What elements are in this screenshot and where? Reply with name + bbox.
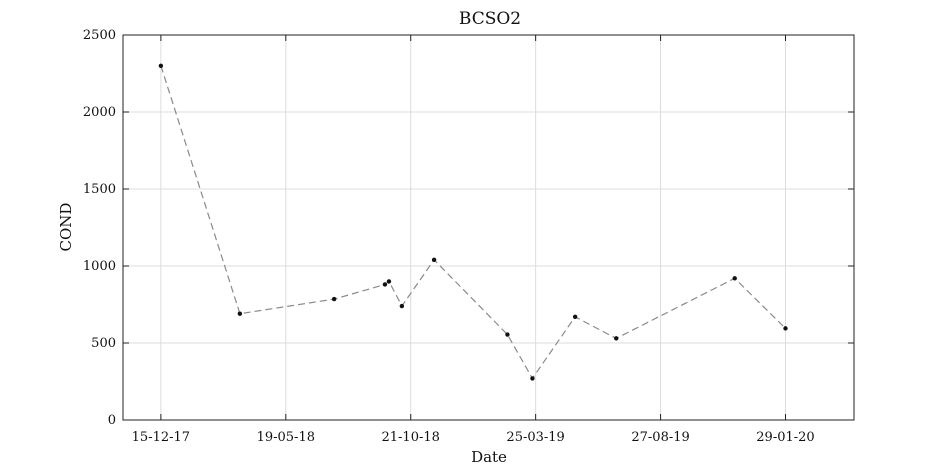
x-tick-label: 27-08-19 (631, 430, 689, 445)
chart-title: BCSO2 (459, 9, 521, 29)
y-tick-label: 2000 (83, 105, 116, 120)
x-tick-label: 19-05-18 (257, 430, 315, 445)
axis-ticks: 0 500 1000 1500 2000 2500 15-12-17 19-05-18 21-1… (83, 28, 854, 445)
x-axis-label: Date (471, 448, 507, 466)
x-tick-label: 25-03-19 (506, 430, 564, 445)
data-point (783, 326, 788, 331)
data-point (530, 376, 535, 381)
y-axis-label: COND (57, 203, 75, 252)
data-point (331, 296, 337, 302)
y-tick-label: 0 (108, 413, 116, 428)
data-point (237, 311, 243, 316)
grid (123, 35, 854, 420)
data-point (382, 282, 388, 287)
data-point (431, 257, 437, 263)
x-tick-label: 29-01-20 (756, 430, 814, 445)
x-tick-label: 21-10-18 (382, 430, 440, 445)
series-1 (158, 63, 788, 381)
plot-area-frame (122, 34, 855, 421)
data-point (732, 276, 737, 281)
y-tick-label: 1000 (83, 259, 116, 274)
y-tick-label: 500 (91, 336, 116, 351)
series-line (160, 65, 786, 380)
data-point (158, 63, 164, 68)
y-tick-label: 2500 (83, 28, 116, 43)
x-tick-label: 15-12-17 (132, 430, 190, 445)
data-point (399, 303, 405, 309)
data-point (614, 336, 619, 341)
data-point (572, 314, 578, 320)
y-tick-label: 1500 (83, 182, 116, 197)
data-point (505, 332, 510, 337)
data-point (386, 279, 392, 284)
